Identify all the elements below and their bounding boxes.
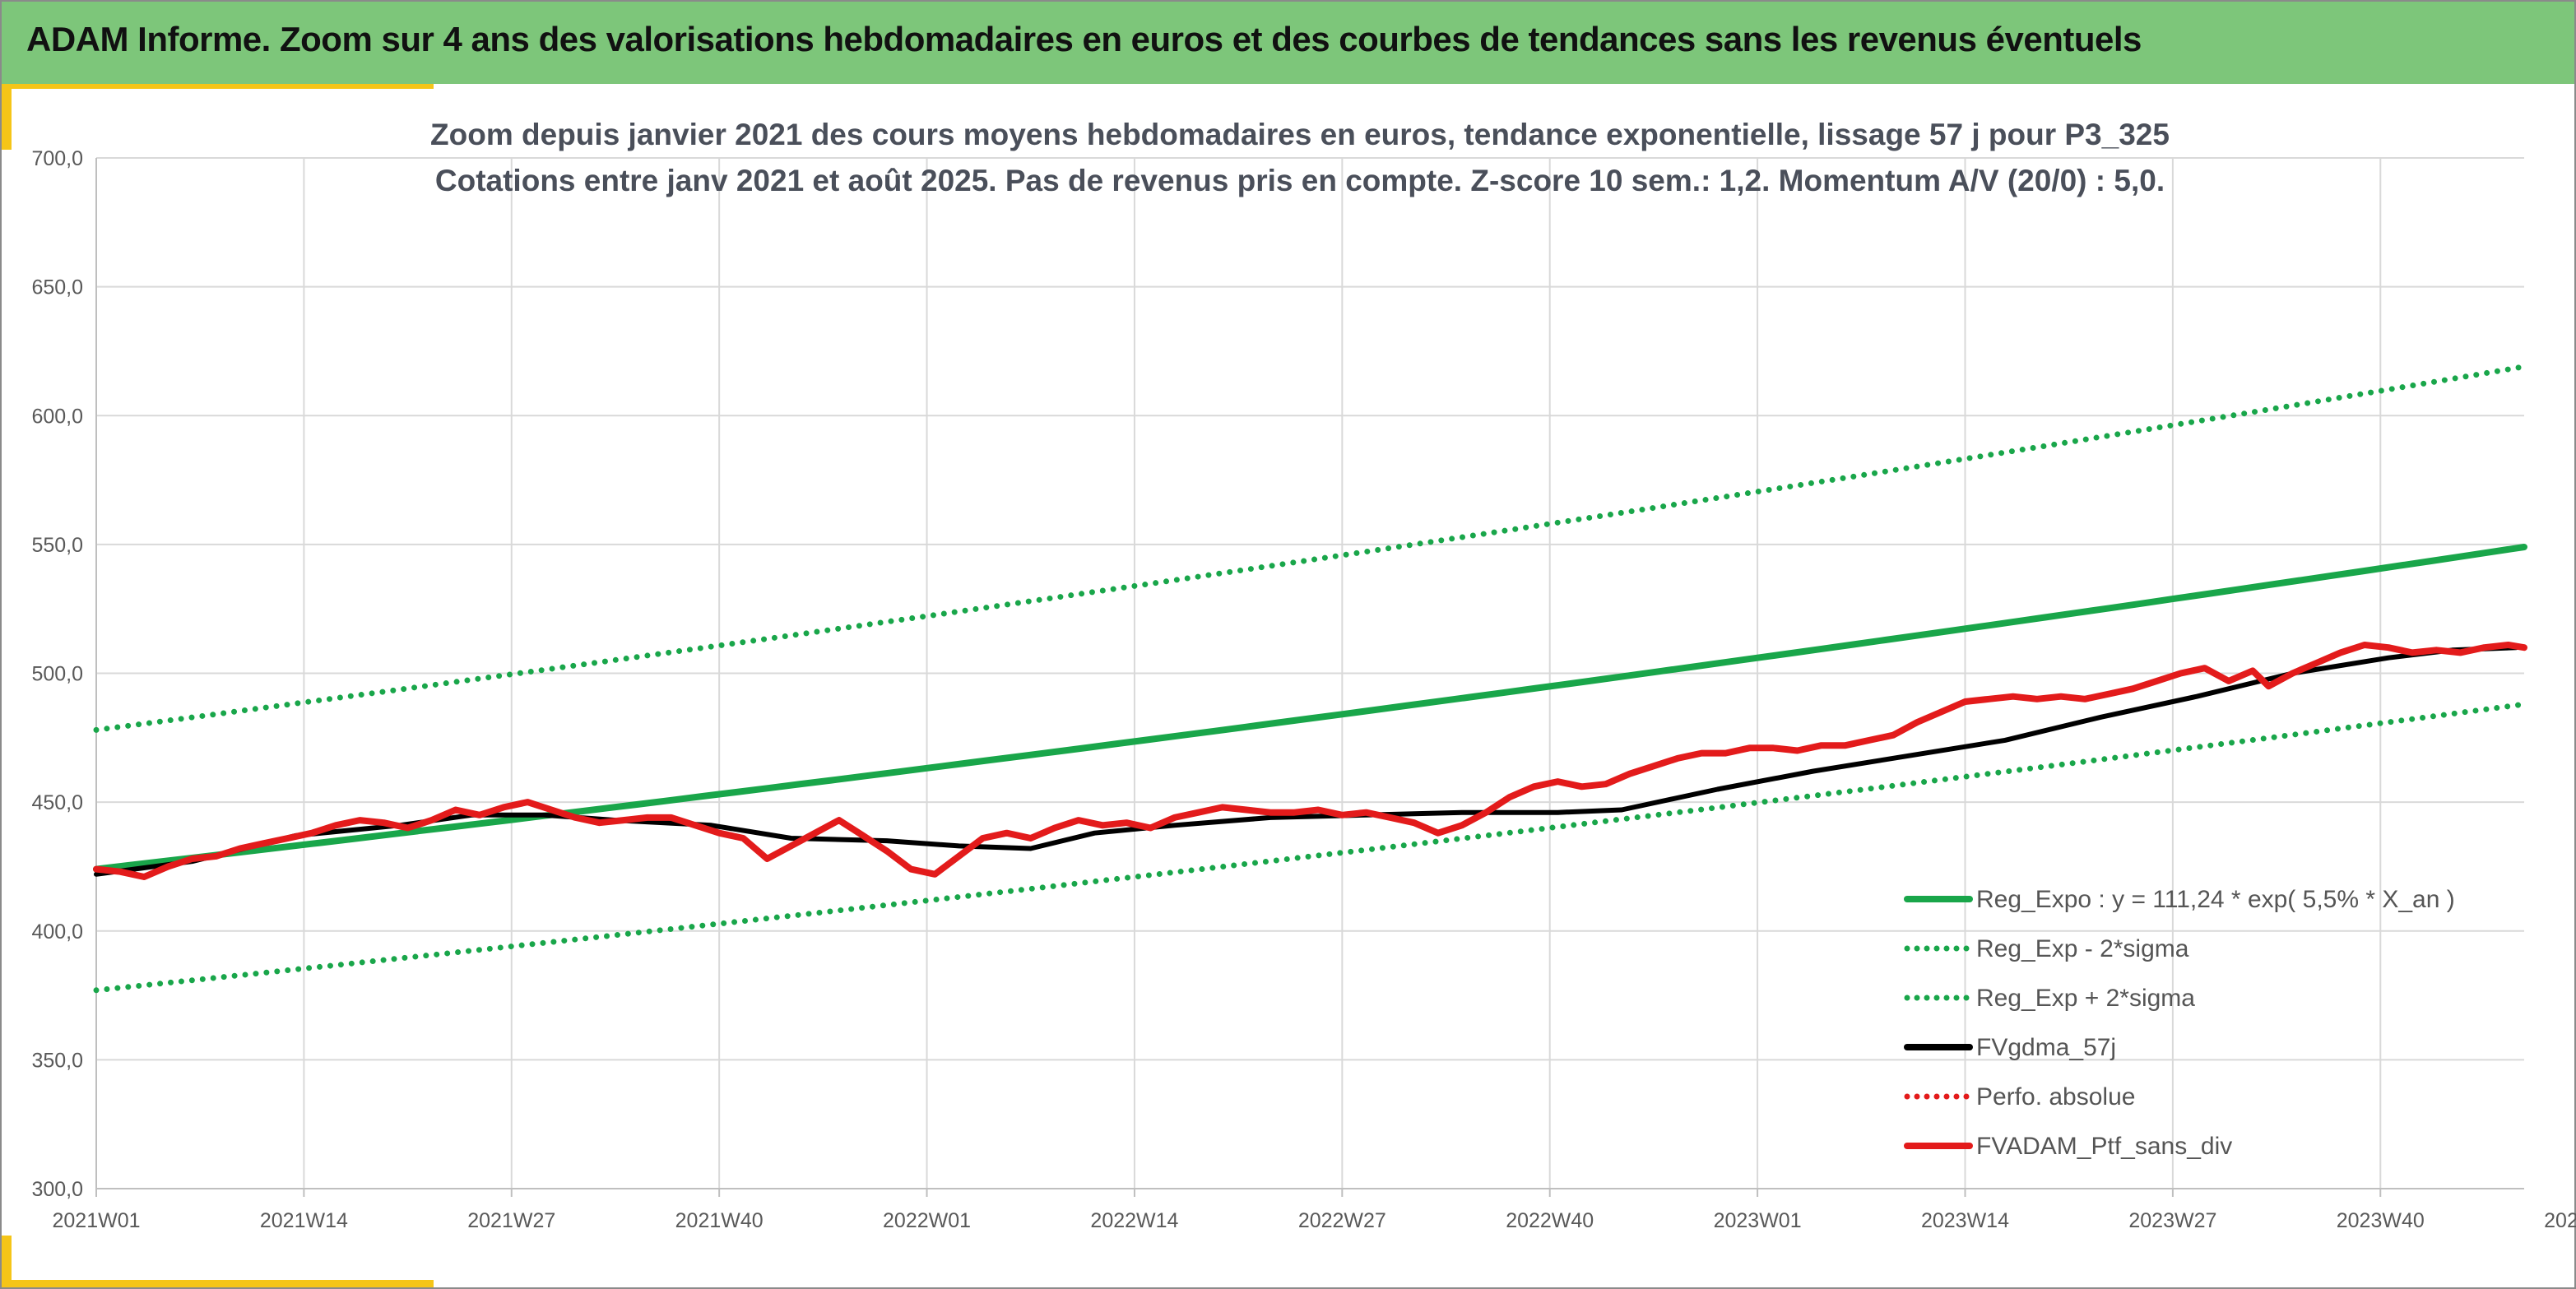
y-tick-label: 350,0 bbox=[31, 1049, 83, 1072]
y-tick-label: 700,0 bbox=[31, 147, 83, 170]
series-line-5 bbox=[93, 642, 2527, 880]
series-line-1 bbox=[93, 701, 2527, 994]
x-tick-label: 2022W01 bbox=[883, 1209, 971, 1232]
y-axis-ticks: 300,0 350,0 400,0 450,0 500,0 550,0 600,0 650,0… bbox=[31, 147, 83, 1201]
legend-label: Reg_Exp + 2*sigma bbox=[1976, 985, 2195, 1012]
y-tick-label: 600,0 bbox=[31, 405, 83, 428]
y-tick-label: 400,0 bbox=[31, 920, 83, 944]
series-line-2 bbox=[93, 364, 2527, 733]
page-title: ADAM Informe. Zoom sur 4 ans des valoris… bbox=[26, 20, 2142, 58]
x-tick-label: 2023W01 bbox=[1714, 1209, 1802, 1232]
series-line-3 bbox=[94, 645, 2519, 877]
legend-label: Reg_Exp - 2*sigma bbox=[1976, 935, 2189, 962]
x-axis-ticks: 2021W01 2021W14 2021W27 2021W40 2022W01 2022W… bbox=[52, 1209, 2576, 1232]
accent-left-top bbox=[2, 84, 12, 150]
y-tick-label: 300,0 bbox=[31, 1178, 83, 1201]
x-tick-label: 2022W27 bbox=[1298, 1209, 1386, 1232]
y-tick-label: 650,0 bbox=[31, 276, 83, 299]
chart-title-line-2: Cotations entre janv 2021 et août 2025. … bbox=[435, 164, 2165, 197]
axes bbox=[95, 158, 2524, 1197]
series-line-0 bbox=[93, 544, 2527, 873]
legend-label: Reg_Expo : y = 111,24 * exp( 5,5% * X_an… bbox=[1976, 886, 2455, 913]
series-lines bbox=[93, 364, 2527, 994]
x-tick-label: 2024W01 bbox=[2544, 1209, 2576, 1232]
x-tick-label: 2021W01 bbox=[52, 1209, 140, 1232]
accent-top-bar bbox=[2, 84, 434, 89]
x-tick-label: 2021W27 bbox=[467, 1209, 555, 1232]
x-tick-label: 2021W14 bbox=[260, 1209, 348, 1232]
x-tick-label: 2022W14 bbox=[1090, 1209, 1178, 1232]
y-tick-label: 500,0 bbox=[31, 663, 83, 686]
legend-label: FVgdma_57j bbox=[1976, 1034, 2116, 1061]
legend-label: FVADAM_Ptf_sans_div bbox=[1976, 1133, 2232, 1160]
y-tick-label: 550,0 bbox=[31, 534, 83, 557]
x-tick-label: 2021W40 bbox=[675, 1209, 764, 1232]
y-tick-label: 450,0 bbox=[31, 791, 83, 814]
legend: Reg_Expo : y = 111,24 * exp( 5,5% * X_an… bbox=[1904, 886, 2455, 1160]
chart-title-line-1: Zoom depuis janvier 2021 des cours moyen… bbox=[430, 118, 2170, 151]
x-tick-label: 2023W27 bbox=[2128, 1209, 2216, 1232]
accent-bottom-bar bbox=[2, 1280, 434, 1287]
grid bbox=[96, 157, 2524, 1189]
x-tick-label: 2023W14 bbox=[1921, 1209, 2009, 1232]
x-tick-label: 2023W40 bbox=[2337, 1209, 2425, 1232]
legend-label: Perfo. absolue bbox=[1976, 1083, 2135, 1110]
header-bar: ADAM Informe. Zoom sur 4 ans des valoris… bbox=[2, 2, 2574, 84]
accent-left-bottom bbox=[2, 1236, 12, 1287]
x-tick-label: 2022W40 bbox=[1506, 1209, 1594, 1232]
